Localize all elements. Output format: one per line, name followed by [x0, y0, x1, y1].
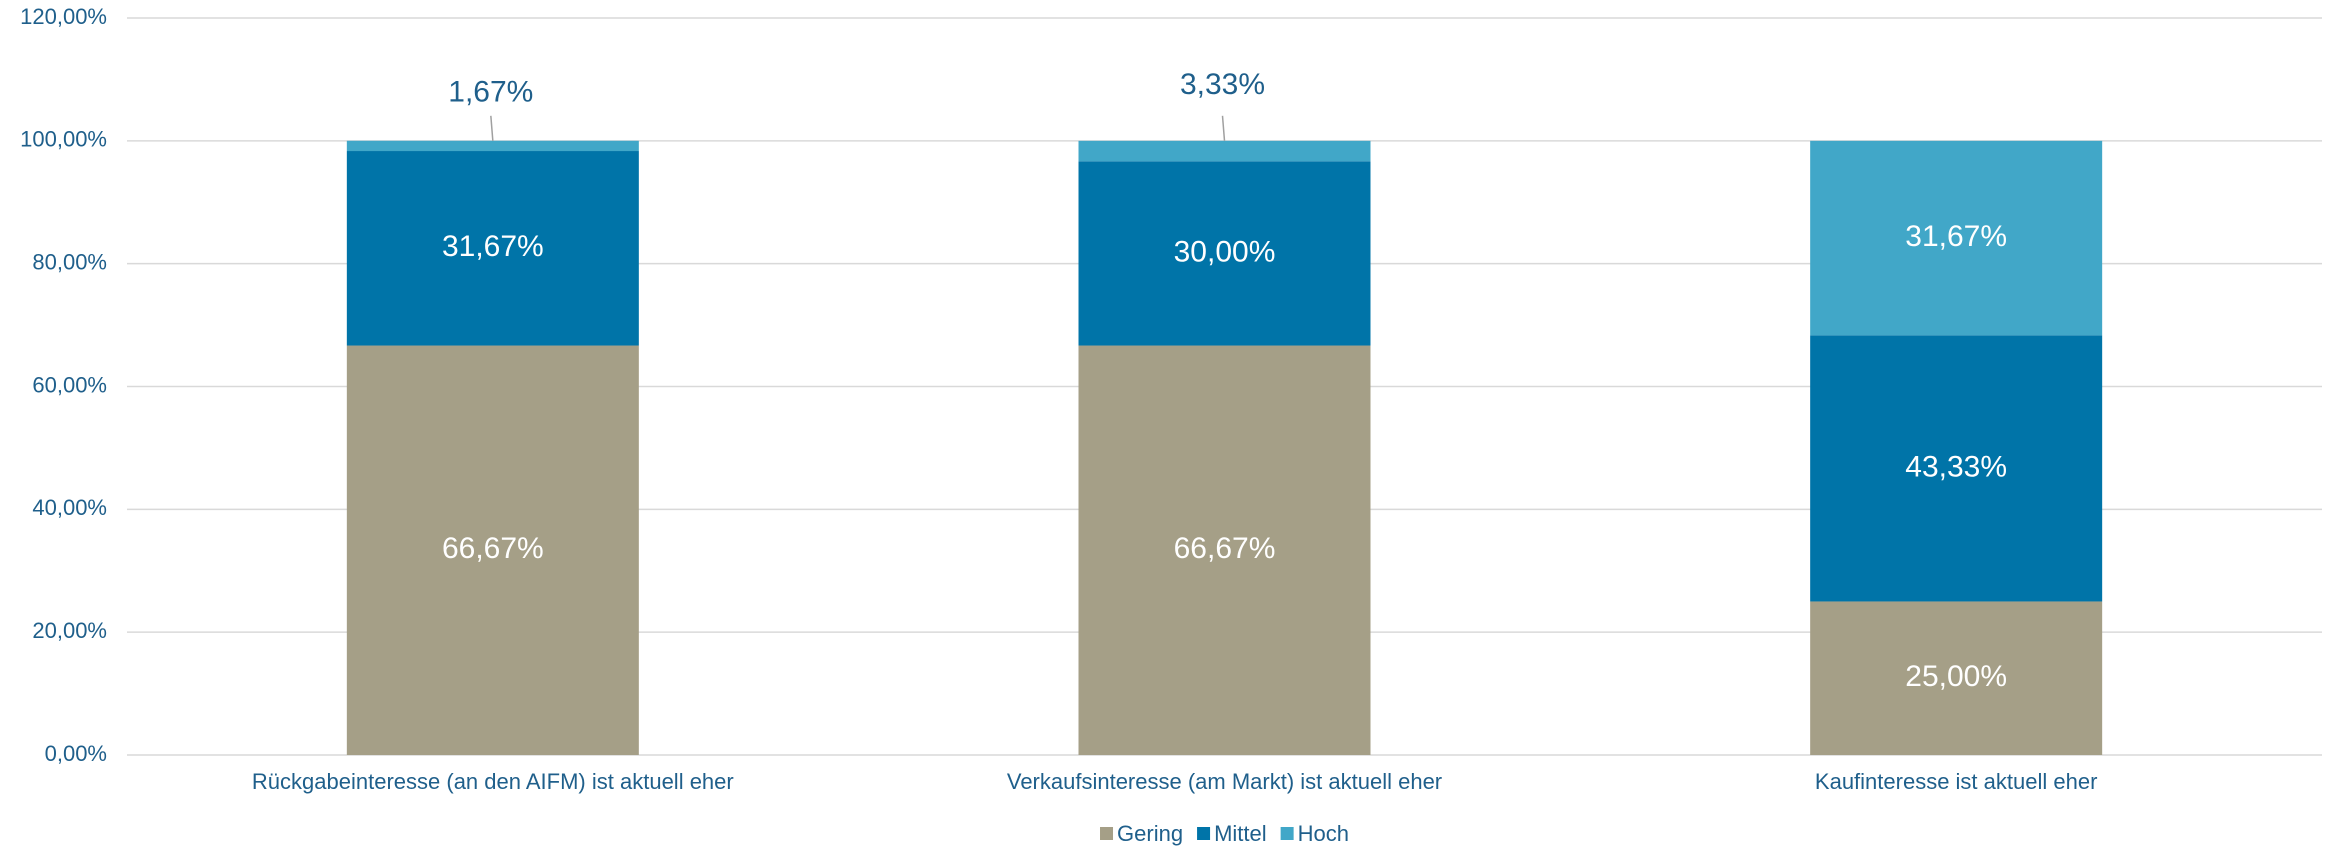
data-label: 30,00% — [1174, 235, 1276, 268]
bar-segment — [1078, 345, 1371, 755]
bar-segment — [1078, 161, 1371, 346]
bar-segment — [1078, 140, 1371, 162]
data-label: 3,33% — [1180, 68, 1265, 101]
data-label: 25,00% — [1905, 660, 2007, 693]
bar-segment — [1810, 601, 2103, 755]
y-tick-label: 20,00% — [32, 618, 107, 643]
data-label: 1,67% — [448, 76, 533, 109]
y-tick-label: 0,00% — [45, 741, 107, 766]
legend-label: Gering — [1117, 821, 1183, 846]
legend-swatch — [1280, 827, 1294, 840]
leader-line — [1221, 115, 1226, 141]
y-tick-label: 60,00% — [32, 372, 107, 397]
y-tick-label: 80,00% — [32, 249, 107, 274]
data-label: 43,33% — [1905, 450, 2007, 483]
x-tick-label: Rückgabeinteresse (an den AIFM) ist aktu… — [252, 769, 734, 794]
y-tick-label: 120,00% — [20, 4, 107, 29]
bar-segment — [1810, 140, 2103, 336]
legend-swatch — [1197, 827, 1211, 840]
legend-label: Mittel — [1214, 821, 1267, 846]
legend-swatch — [1100, 827, 1114, 840]
leader-line — [490, 115, 494, 141]
y-tick-label: 100,00% — [20, 127, 107, 152]
y-tick-label: 40,00% — [32, 495, 107, 520]
bar-segment — [1810, 335, 2103, 602]
bar-segment — [346, 151, 639, 346]
data-label: 66,67% — [1174, 532, 1276, 565]
x-tick-label: Verkaufsinteresse (am Markt) ist aktuell… — [1007, 769, 1442, 794]
data-label: 66,67% — [442, 532, 544, 565]
data-label: 31,67% — [442, 230, 544, 263]
bar-segment — [346, 140, 639, 152]
x-tick-label: Kaufinteresse ist aktuell eher — [1815, 769, 2098, 794]
legend-label: Hoch — [1298, 821, 1349, 846]
data-label: 31,67% — [1905, 220, 2007, 253]
bar-segment — [346, 345, 639, 755]
